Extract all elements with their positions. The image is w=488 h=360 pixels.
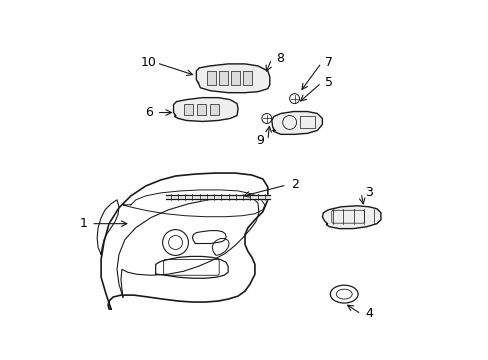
Polygon shape	[271, 112, 322, 134]
Bar	[231, 71, 240, 85]
Text: 7: 7	[325, 57, 333, 69]
Bar	[243, 71, 251, 85]
Text: 3: 3	[365, 186, 372, 199]
Bar	[210, 104, 219, 114]
Polygon shape	[322, 206, 380, 229]
Text: 2: 2	[290, 179, 298, 192]
Bar	[184, 104, 193, 114]
Text: 8: 8	[275, 53, 283, 66]
Text: 5: 5	[325, 76, 333, 89]
Text: 4: 4	[365, 307, 372, 320]
Bar	[219, 71, 228, 85]
Text: 1: 1	[79, 217, 87, 230]
Text: 9: 9	[255, 134, 264, 147]
Bar	[197, 104, 206, 114]
Text: 10: 10	[141, 57, 156, 69]
Bar	[207, 71, 216, 85]
Bar	[299, 117, 315, 129]
Polygon shape	[173, 98, 238, 121]
Polygon shape	[196, 64, 269, 93]
Text: 6: 6	[144, 106, 152, 119]
